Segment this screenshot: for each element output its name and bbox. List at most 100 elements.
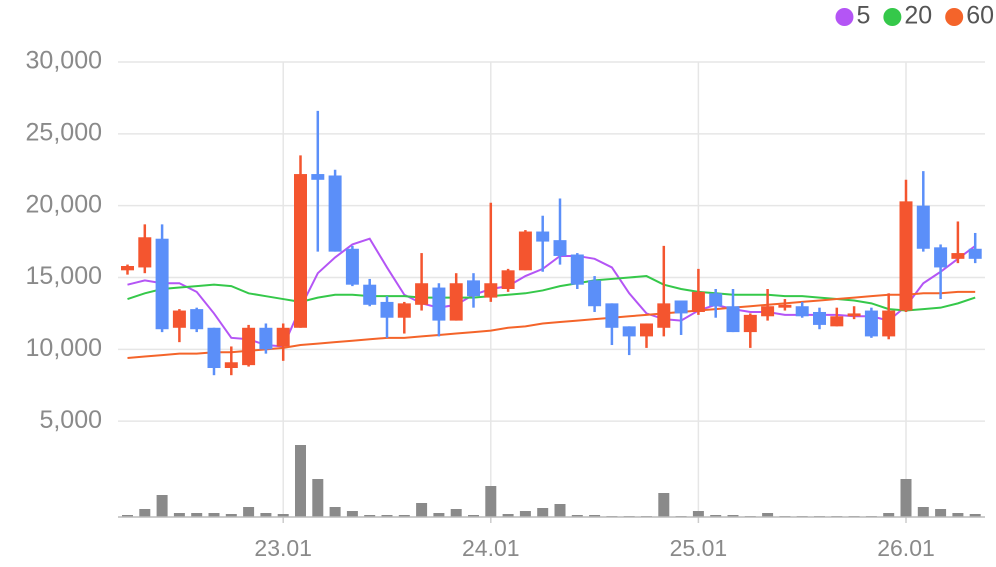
candle-body (415, 283, 429, 305)
volume-bar (433, 513, 445, 517)
candle-body (242, 327, 256, 366)
volume-bar (277, 514, 289, 517)
y-tick-label: 25,000 (26, 118, 102, 146)
candle-body (259, 327, 273, 350)
volume-bar (762, 513, 774, 517)
candle-body (813, 311, 826, 325)
volume-bar (468, 515, 479, 517)
y-tick-label: 30,000 (26, 47, 102, 75)
candle-body (743, 314, 757, 333)
candle-body (397, 303, 411, 318)
volume-bar (571, 515, 583, 517)
candle-body (916, 205, 930, 249)
volume-bar (260, 513, 272, 517)
y-tick-label: 15,000 (26, 262, 102, 290)
candle-body (380, 301, 394, 318)
volume-bar (122, 515, 133, 517)
volume-bar (658, 493, 670, 517)
legend-marker (883, 8, 902, 26)
volume-bar (883, 513, 895, 517)
volume-bar (191, 513, 203, 517)
ma-line (127, 275, 976, 312)
volume-bar (692, 511, 704, 517)
volume-bar (969, 514, 981, 517)
candle-body (345, 248, 359, 285)
candle-body (709, 293, 723, 307)
candle-body (224, 362, 238, 369)
candle-body (553, 240, 567, 256)
volume-bar (173, 513, 185, 517)
volume-bar (554, 504, 566, 517)
candle-body (363, 284, 377, 305)
candle-body (467, 280, 480, 297)
volume-bar (502, 514, 514, 517)
candle-body (968, 248, 982, 259)
y-tick-label: 10,000 (26, 334, 102, 362)
volume-bar (156, 495, 168, 517)
candle-body (207, 327, 221, 369)
volume-bar (139, 509, 151, 517)
candle-body (501, 270, 515, 289)
candle-body (172, 310, 186, 328)
candle-body (778, 304, 792, 308)
volume-bar (225, 514, 237, 517)
volume-bar (364, 515, 376, 517)
volume-bar (537, 508, 549, 517)
volume-bar (329, 507, 341, 517)
candle-body (847, 313, 861, 317)
volume-bar (519, 511, 531, 517)
x-tick-label: 23.01 (254, 535, 312, 561)
candle-body (138, 237, 152, 268)
candle-body (484, 283, 498, 298)
candle-body (622, 326, 636, 337)
legend-marker (835, 8, 854, 26)
x-tick-label: 25.01 (670, 535, 728, 561)
volume-bar (952, 513, 964, 517)
volume-bar (208, 513, 220, 517)
candle-body (830, 316, 844, 327)
volume-bar (243, 507, 255, 517)
volume-bar (727, 515, 739, 517)
y-tick-label: 20,000 (26, 190, 102, 218)
volume-bar (710, 515, 722, 517)
candle-body (432, 287, 446, 321)
volume-bar (295, 445, 306, 517)
volume-bar (416, 503, 428, 517)
volume-bar (381, 515, 393, 517)
volume-bar (312, 479, 324, 517)
volume-bar (917, 507, 929, 517)
candle-body (899, 201, 913, 311)
candle-body (605, 303, 619, 328)
candle-body (882, 310, 896, 337)
candle-body (640, 323, 653, 337)
candle-body (155, 238, 169, 330)
candle-body (190, 309, 204, 330)
candle-body (761, 306, 775, 317)
candle-body (536, 231, 550, 242)
volume-bar (900, 479, 912, 517)
volume-bar (485, 486, 497, 517)
legend-marker (945, 8, 964, 26)
candle-body (864, 310, 878, 337)
volume-bar (398, 515, 410, 517)
x-tick-label: 24.01 (462, 535, 520, 561)
candle-body (795, 306, 809, 317)
candle-body (726, 306, 740, 333)
candle-body (934, 247, 948, 268)
candle-body (121, 266, 134, 271)
volume-bar (935, 509, 947, 517)
candle-body (588, 280, 602, 307)
volume-bar (589, 515, 601, 517)
candle-body (951, 253, 965, 259)
candle-body (311, 174, 325, 180)
candle-body (674, 300, 688, 314)
y-tick-label: 5,000 (39, 406, 102, 434)
candle-body (294, 174, 307, 328)
volume-bar (346, 511, 358, 517)
candle-body (449, 283, 463, 321)
x-tick-label: 26.01 (877, 535, 935, 561)
legend-label: 60 (966, 2, 994, 30)
candle-body (518, 231, 532, 271)
candle-body (570, 254, 584, 285)
legend-label: 20 (904, 2, 932, 30)
